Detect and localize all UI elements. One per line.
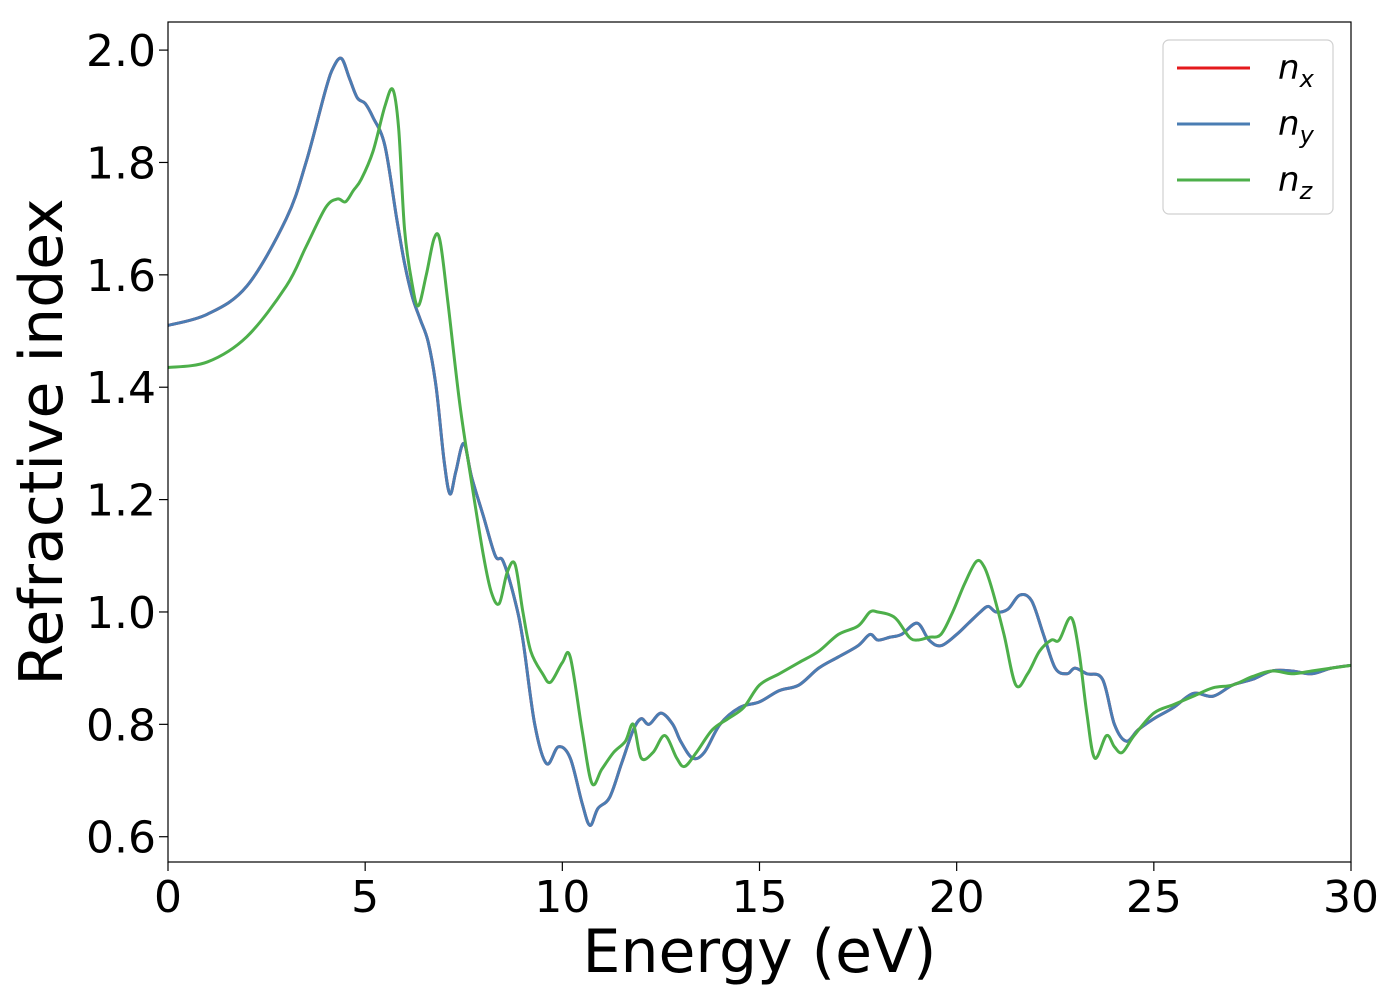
series-line-y [168, 56, 1351, 827]
y-tick-label: 1.0 [86, 588, 156, 639]
x-tick-label: 15 [732, 872, 788, 923]
x-tick-label: 5 [351, 872, 379, 923]
y-tick-label: 1.4 [86, 363, 156, 414]
legend-box [1162, 39, 1334, 215]
x-axis-ticks: 0 5 10 15 20 25 30 [154, 862, 1379, 923]
y-tick-label: 0.6 [86, 813, 156, 864]
y-tick-label: 1.6 [86, 251, 156, 302]
x-tick-label: 10 [534, 872, 590, 923]
y-tick-label: 1.2 [86, 476, 156, 527]
series-layer [168, 56, 1351, 827]
x-axis-label: Energy (eV) [583, 917, 937, 987]
y-axis-ticks: 0.6 0.8 1.0 1.2 1.4 1.6 1.8 2.0 [86, 26, 168, 864]
legend-label-z: nz [1278, 160, 1314, 205]
series-line-z [168, 87, 1351, 787]
legend-label-y: ny [1278, 104, 1315, 149]
x-tick-label: 0 [154, 872, 182, 923]
x-tick-label: 30 [1323, 872, 1379, 923]
plot-background [168, 22, 1351, 862]
x-tick-label: 25 [1126, 872, 1182, 923]
y-axis-label: Refractive index [7, 198, 77, 685]
y-tick-label: 1.8 [86, 138, 156, 189]
y-tick-label: 2.0 [86, 26, 156, 77]
y-tick-label: 0.8 [86, 700, 156, 751]
legend: nx ny nz [1162, 39, 1334, 215]
x-tick-label: 20 [929, 872, 985, 923]
legend-label-x: nx [1278, 48, 1315, 93]
